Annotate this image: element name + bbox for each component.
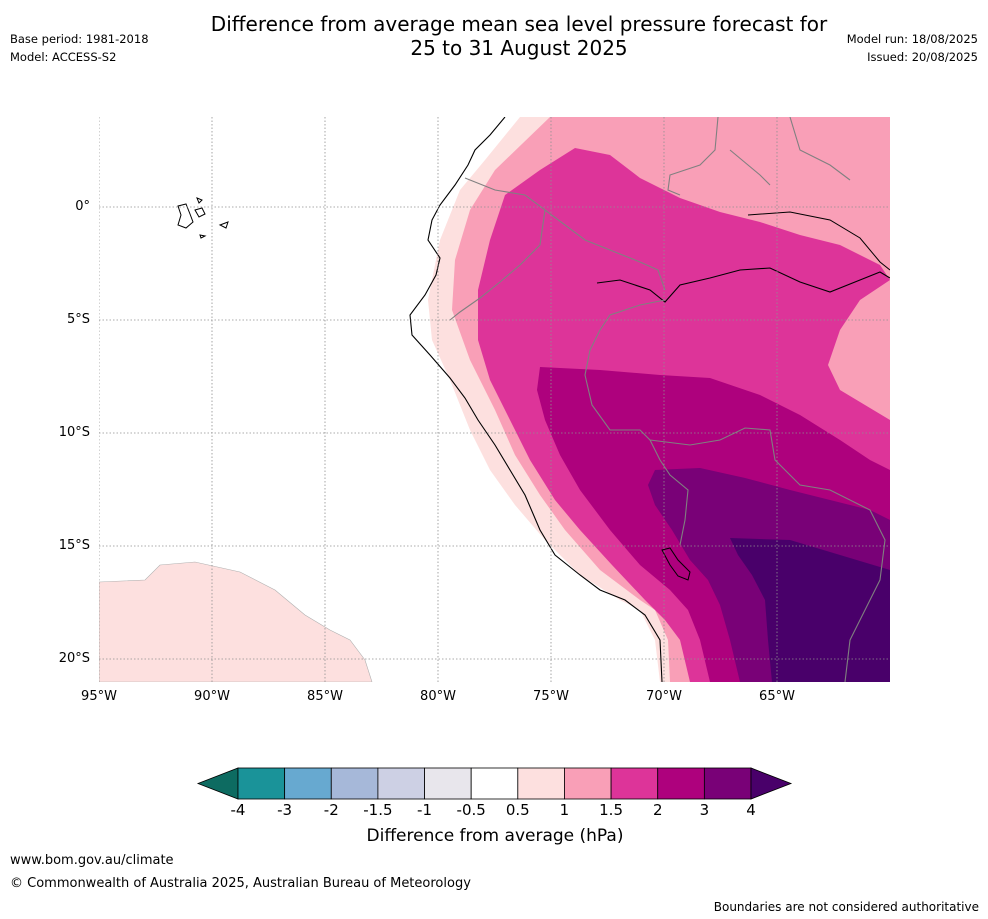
colorbar-tick-label: 2 [652,801,663,819]
colorbar-cell [517,767,565,800]
footer-url[interactable]: www.bom.gov.au/climate [10,853,174,868]
colorbar-tick-label: -0.5 [456,801,486,819]
contour-4 [730,538,890,682]
lat-label-15s: 15°S [58,538,90,553]
colorbar-cell [377,767,425,800]
lon-label-75w: 75°W [533,689,569,704]
colorbar-label: Difference from average (hPa) [366,826,624,846]
colorbar-cell [610,767,659,800]
model-run: Model run: 18/08/2025 [846,32,978,46]
base-period: Base period: 1981-2018 [10,32,149,46]
lat-label-10s: 10°S [58,425,90,440]
map-field [99,117,890,682]
footer-disclaimer: Boundaries are not considered authoritat… [713,900,979,914]
lake-titicaca [661,547,691,581]
colorbar-cell [657,767,705,800]
coastline [409,117,663,682]
lat-label-0: 0° [75,199,90,214]
graticule [99,117,890,682]
colorbar-tick-label: 1.5 [599,801,623,819]
colorbar-tick-label: -4 [230,801,246,819]
colorbar-tick-label: 3 [699,801,710,819]
colorbar-tick-label: -1 [417,801,433,819]
colorbar-tick-label: -1.5 [363,801,393,819]
title-line-2: 25 to 31 August 2025 [410,36,628,60]
footer-copyright: © Commonwealth of Australia 2025, Austra… [10,876,471,891]
lon-label-85w: 85°W [307,689,343,704]
colorbar-tick-label: -3 [277,801,293,819]
lat-label-20s: 20°S [58,651,90,666]
issued-date: Issued: 20/08/2025 [867,50,978,64]
colorbar-cell [284,767,332,800]
colorbar-cell [237,767,286,800]
colorbar-cell [470,767,519,800]
meta-left: Base period: 1981-2018 Model: ACCESS-S2 [10,32,149,68]
contour-southwest-patch [99,561,373,682]
lon-label-65w: 65°W [759,689,795,704]
colorbar-low-arrow [196,767,239,800]
colorbar-tick-label: 1 [559,801,570,819]
lon-label-80w: 80°W [420,689,456,704]
colorbar-cell [564,767,612,800]
meta-right: Model run: 18/08/2025 Issued: 20/08/2025 [847,32,978,68]
lon-label-90w: 90°W [194,689,230,704]
colorbar-cell [424,767,472,800]
chart-title: Difference from average mean sea level p… [150,12,888,60]
country-borders [449,117,886,682]
lon-label-70w: 70°W [646,689,682,704]
galapagos-islands [177,197,229,239]
lon-label-95w: 95°W [81,689,117,704]
colorbar-cell [703,767,752,800]
amazon-river [596,267,890,303]
title-line-1: Difference from average mean sea level p… [210,12,828,36]
model-name: Model: ACCESS-S2 [10,50,117,64]
colorbar-tick-label: 4 [746,801,756,819]
colorbar-tick-label: -2 [323,801,339,819]
colorbar-cell [330,767,379,800]
north-coast [747,211,890,271]
lat-label-5s: 5°S [66,312,90,327]
colorbar-tick-label: 0.5 [505,801,530,819]
colorbar-high-arrow [750,767,793,800]
